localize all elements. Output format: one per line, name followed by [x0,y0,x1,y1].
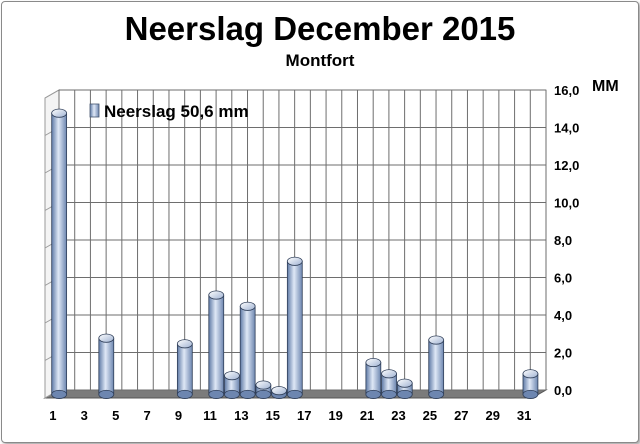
chart-subtitle: Montfort [285,51,355,70]
legend-label: Neerslag 50,6 mm [104,102,249,121]
bar-body [176,343,193,395]
chart-title: Neerslag December 2015 [124,10,516,47]
bar-top [208,290,225,300]
x-tick-label: 15 [266,408,280,423]
bar-bottom [98,389,115,399]
bar-body [286,260,303,395]
x-tick-label: 25 [423,408,437,423]
bar-day-15 [271,386,287,399]
bar-bottom [286,389,303,399]
bar-body [98,337,115,395]
y-axis-unit-label: MM [592,78,619,95]
y-tick-label: 14,0 [554,121,579,136]
bar-bottom [428,389,445,399]
bar-body [239,305,256,395]
x-tick-label: 9 [175,408,182,423]
y-tick-label: 12,0 [554,158,579,173]
bar-top [176,339,193,349]
bar-day-4 [98,333,115,399]
bar-bottom [396,389,413,399]
bar-top [271,386,287,396]
bar-day-25 [428,335,445,399]
y-tick-label: 10,0 [554,196,579,211]
y-tick-label: 16,0 [554,83,579,98]
bar-bottom [381,389,397,399]
bar-top [522,369,539,379]
legend-swatch [89,103,100,118]
bar-top [255,380,272,390]
bar-body [51,112,68,395]
bar-top [98,333,115,343]
bar-top [396,378,413,388]
x-tick-label: 13 [234,408,248,423]
x-tick-label: 17 [297,408,311,423]
bar-day-23 [396,378,413,399]
y-tick-label: 4,0 [554,308,572,323]
bar-day-31 [522,369,539,399]
x-tick-label: 31 [517,408,531,423]
bar-top [224,371,240,381]
x-tick-label: 5 [112,408,119,423]
y-tick-labels: 0,0 2,0 4,0 6,0 8,0 10,0 12,0 14,0 16,0 [554,83,579,398]
bar-day-13 [239,301,256,399]
bar-bottom [224,389,240,399]
bar-top [365,357,382,368]
x-tick-label: 27 [454,408,468,423]
bar-bottom [365,389,382,399]
bar-top [286,256,303,266]
x-tick-label: 19 [328,408,342,423]
bar-bottom [176,389,193,399]
bar-day-16 [286,256,303,399]
y-tick-label: 6,0 [554,271,572,286]
legend: Neerslag 50,6 mm [89,102,249,121]
x-tick-label: 3 [81,408,88,423]
bar-bottom [255,389,272,399]
x-tick-labels: 1 3 5 7 9 11 13 15 17 19 21 23 25 27 29 31 [49,408,531,423]
bar-top [239,301,256,311]
y-tick-label: 0,0 [554,383,572,398]
bar-day-9 [176,339,193,399]
bar-top [428,335,445,345]
bar-body [208,294,225,395]
bar-bottom [239,389,256,399]
x-tick-label: 7 [143,408,150,423]
bar-top [381,369,397,379]
x-tick-label: 11 [203,408,217,423]
y-tick-label: 8,0 [554,233,572,248]
bar-day-12 [224,371,240,399]
bar-day-22 [381,369,397,399]
x-tick-label: 23 [391,408,405,423]
bar-bottom [51,389,68,399]
bar-body [365,362,382,395]
gridline-side [44,89,60,99]
bar-day-14 [255,380,272,399]
x-tick-label: 29 [485,408,499,423]
bar-bottom [522,389,539,399]
bar-bottom [208,389,225,399]
bar-day-21 [365,357,382,399]
bars [51,108,539,399]
bar-top [51,108,68,118]
y-tick-label: 2,0 [554,346,572,361]
bar-day-1 [51,108,68,399]
bar-body [428,339,445,395]
bar-day-11 [208,290,225,399]
x-tick-label: 21 [360,408,374,423]
x-tick-label: 1 [49,408,56,423]
